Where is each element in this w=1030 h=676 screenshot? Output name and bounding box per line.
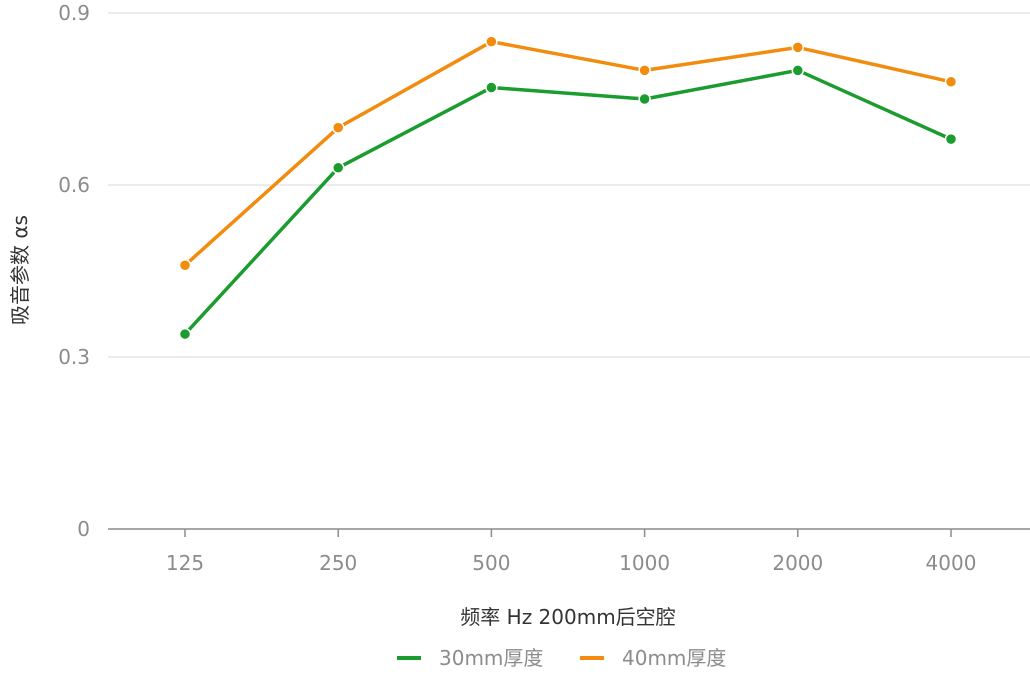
data-point <box>944 75 958 89</box>
data-point <box>944 132 958 146</box>
legend: 30mm厚度 40mm厚度 <box>397 646 726 670</box>
x-tick-label: 4000 <box>926 551 977 575</box>
x-tick-label: 500 <box>472 551 510 575</box>
y-axis-title: 吸音参数 αs <box>8 215 32 325</box>
legend-label: 40mm厚度 <box>622 646 726 670</box>
x-tick-label: 1000 <box>619 551 670 575</box>
y-gridlines <box>108 12 1030 358</box>
data-point <box>638 64 651 77</box>
x-axis-title: 频率 Hz 200mm后空腔 <box>460 605 675 629</box>
y-tick-label: 0.3 <box>58 345 90 369</box>
data-point <box>485 81 498 94</box>
series-line <box>183 68 953 336</box>
legend-label: 30mm厚度 <box>439 646 543 670</box>
x-tick-labels: 125 250 500 1000 2000 4000 <box>166 551 977 575</box>
x-axis <box>108 528 1030 537</box>
x-tick-label: 125 <box>166 551 204 575</box>
series-line <box>183 39 953 268</box>
legend-item: 40mm厚度 <box>580 646 726 670</box>
data-point <box>331 121 345 134</box>
x-tick-label: 250 <box>319 551 357 575</box>
legend-item: 30mm厚度 <box>397 646 543 670</box>
x-tick-label: 2000 <box>772 551 823 575</box>
data-point <box>178 259 192 272</box>
data-point <box>178 327 192 341</box>
data-point <box>791 64 805 77</box>
y-tick-label: 0.9 <box>58 1 90 25</box>
y-tick-label: 0 <box>77 517 90 541</box>
data-point <box>638 92 651 106</box>
series-2 <box>178 35 958 272</box>
data-point <box>485 35 498 48</box>
data-point <box>331 161 345 175</box>
y-tick-label: 0.6 <box>58 173 90 197</box>
series-lines <box>178 35 958 341</box>
series-1 <box>178 64 958 341</box>
data-point <box>791 41 805 54</box>
y-tick-labels: 0 0.3 0.6 0.9 <box>58 1 90 541</box>
